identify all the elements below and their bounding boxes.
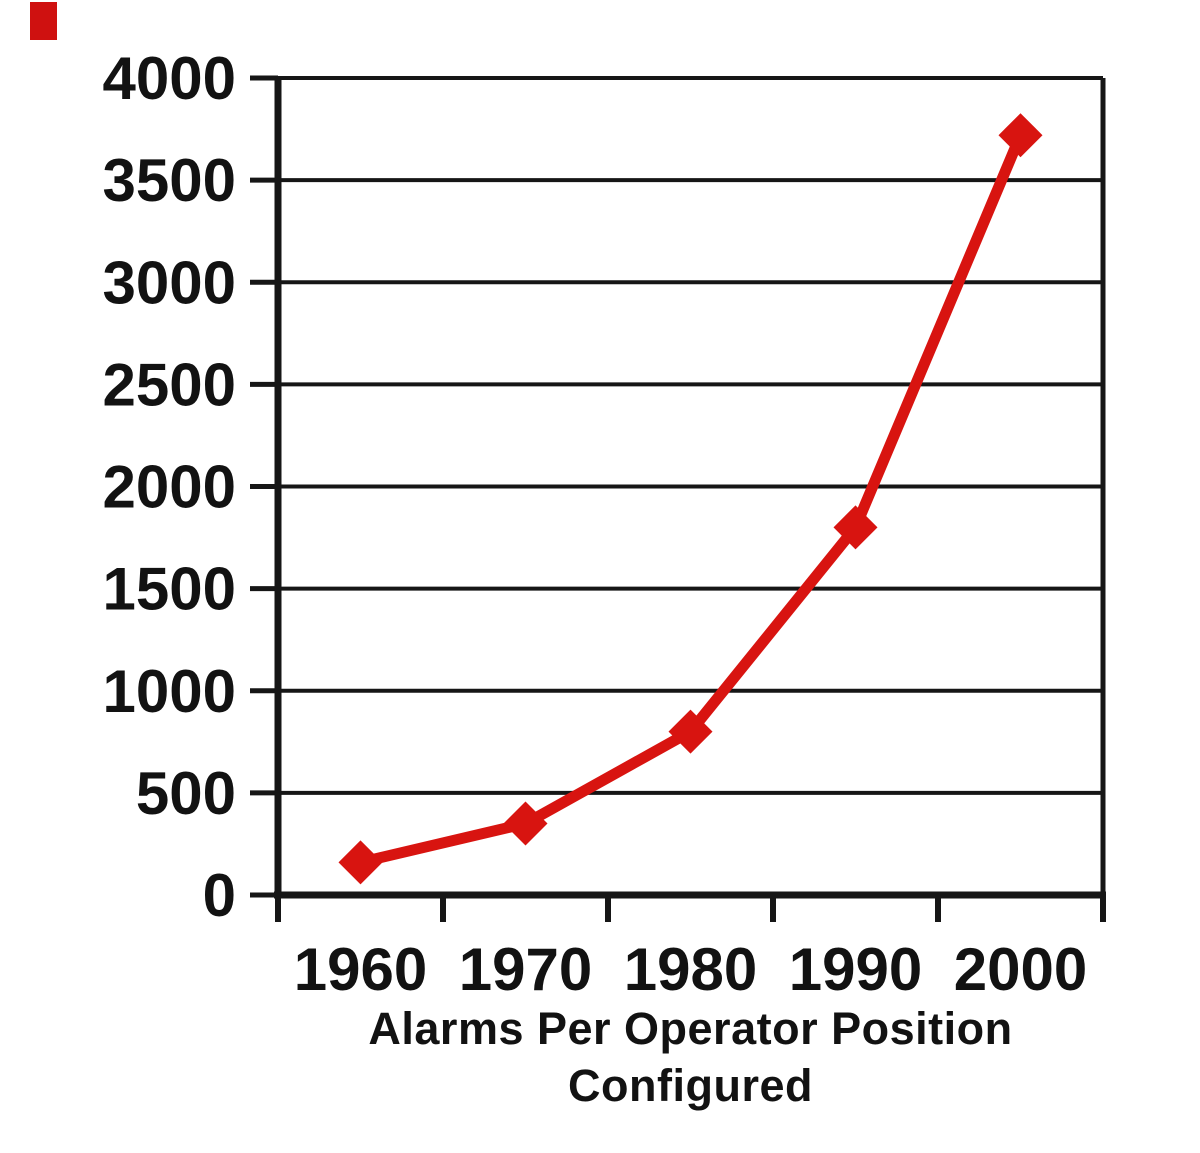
data-point-marker-1990 <box>833 505 878 550</box>
y-tick-label: 3500 <box>103 147 236 214</box>
data-point-marker-1970 <box>503 801 548 846</box>
data-point-marker-2000 <box>998 113 1043 158</box>
x-axis-title-line2: Configured <box>568 1060 813 1111</box>
y-tick-label: 1500 <box>103 556 236 623</box>
x-tick-label: 1960 <box>294 936 427 1003</box>
y-tick-label: 2000 <box>103 454 236 521</box>
data-point-marker-1960 <box>338 840 383 885</box>
data-point-marker-1980 <box>668 709 713 754</box>
x-tick-label: 1980 <box>624 936 757 1003</box>
y-tick-label: 2500 <box>103 351 236 418</box>
x-axis-title: Alarms Per Operator Position Configured <box>278 1000 1103 1114</box>
x-tick-label: 2000 <box>954 936 1087 1003</box>
corner-marker <box>30 2 57 40</box>
y-tick-label: 500 <box>136 760 236 827</box>
y-tick-label: 1000 <box>103 658 236 725</box>
y-tick-label: 4000 <box>103 45 236 112</box>
x-axis-title-line1: Alarms Per Operator Position <box>368 1003 1013 1054</box>
x-tick-label: 1990 <box>789 936 922 1003</box>
y-tick-label: 0 <box>203 862 236 929</box>
x-tick-label: 1970 <box>459 936 592 1003</box>
y-tick-label: 3000 <box>103 249 236 316</box>
